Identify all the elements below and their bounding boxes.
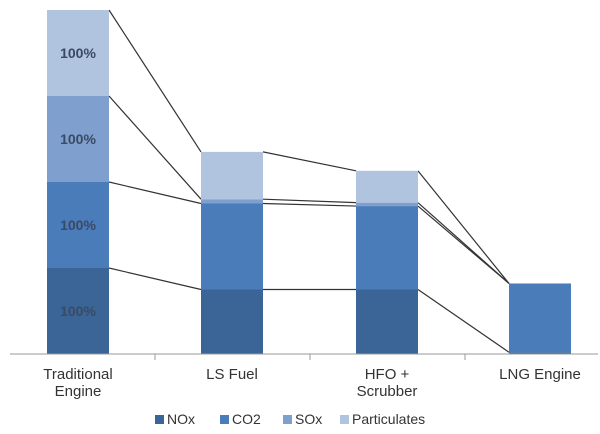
connector-particulates-2 [262, 151, 357, 172]
bar-nox-4 [509, 352, 571, 354]
connector-sox-3 [417, 202, 510, 284]
legend-swatch-particulates [340, 415, 349, 424]
bar-sox-2 [201, 199, 263, 204]
bar-sox-1 [47, 96, 109, 182]
category-label-3: HFO + Scrubber [357, 366, 418, 400]
legend-label-sox: SOx [295, 411, 322, 427]
legend-swatch-sox [283, 415, 292, 424]
connector-sox-1 [108, 95, 202, 200]
bar-nox-2 [201, 289, 263, 354]
legend-swatch-nox [155, 415, 164, 424]
legend-label-particulates: Particulates [352, 411, 425, 427]
category-labels: Traditional Engine LS Fuel HFO + Scrubber LNG… [43, 366, 581, 400]
segment-labels: 100% 100% 100% 100% [60, 45, 96, 319]
category-label-2: LS Fuel [206, 366, 258, 383]
connector-particulates-3 [417, 170, 510, 284]
connector-lines [108, 9, 510, 353]
bar-co2-2 [201, 203, 263, 290]
legend: NOx CO2 SOx Particulates [155, 411, 425, 427]
bar-nox-1 [47, 268, 109, 354]
legend-label-nox: NOx [167, 411, 195, 427]
bar-co2-4 [509, 283, 571, 353]
category-label-4: LNG Engine [499, 366, 581, 383]
connector-nox-3 [417, 289, 510, 353]
legend-label-co2: CO2 [232, 411, 261, 427]
segment-label-sox: 100% [60, 131, 96, 147]
connector-sox-2 [262, 198, 357, 204]
bar-particulates-1 [47, 10, 109, 96]
connector-nox-1 [108, 267, 202, 291]
segment-label-nox: 100% [60, 303, 96, 319]
bar-particulates-2 [201, 151, 263, 200]
bar-co2-1 [47, 182, 109, 268]
segment-label-particulates: 100% [60, 45, 96, 61]
x-axis [10, 353, 598, 360]
legend-swatch-co2 [220, 415, 229, 424]
category-label-1: Traditional Engine [43, 366, 112, 400]
segment-label-co2: 100% [60, 217, 96, 233]
connector-particulates-1 [108, 9, 202, 153]
connector-co2-1 [108, 181, 202, 205]
bar-sox-3 [356, 202, 418, 207]
bar-co2-3 [356, 206, 418, 290]
bar-nox-3 [356, 289, 418, 354]
bars [47, 10, 571, 354]
bar-particulates-3 [356, 170, 418, 203]
connector-co2-2 [262, 202, 357, 207]
